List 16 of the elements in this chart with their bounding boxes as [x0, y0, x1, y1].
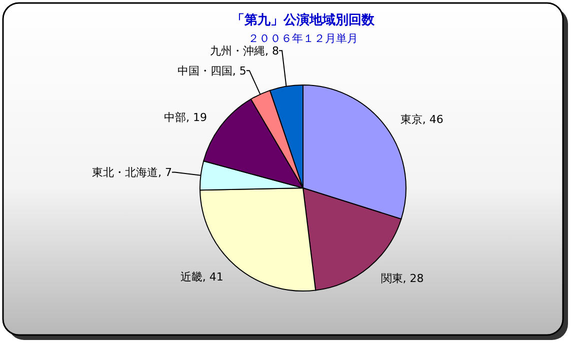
- slice-label: 九州・沖縄: [210, 44, 266, 58]
- chart-subtitle: ２００６年１２月単月: [248, 32, 358, 45]
- slice-label: 東京: [400, 112, 422, 126]
- data-label: , 46: [422, 112, 444, 126]
- data-label: , 19: [186, 110, 208, 124]
- data-label: , 7: [158, 166, 172, 180]
- slice-label: 中部: [164, 110, 186, 124]
- data-label: , 8: [265, 44, 280, 58]
- data-label: , 28: [402, 272, 424, 285]
- data-label: , 5: [232, 64, 246, 78]
- slice-label: 東北・北海道: [92, 166, 158, 180]
- data-label: , 41: [202, 270, 224, 284]
- slice-label: 近畿: [180, 270, 202, 284]
- slice-label: 関東: [380, 272, 403, 285]
- chart-title: 「第九」公演地域別回数: [232, 12, 376, 28]
- slice-label: 中国・四国: [177, 64, 232, 78]
